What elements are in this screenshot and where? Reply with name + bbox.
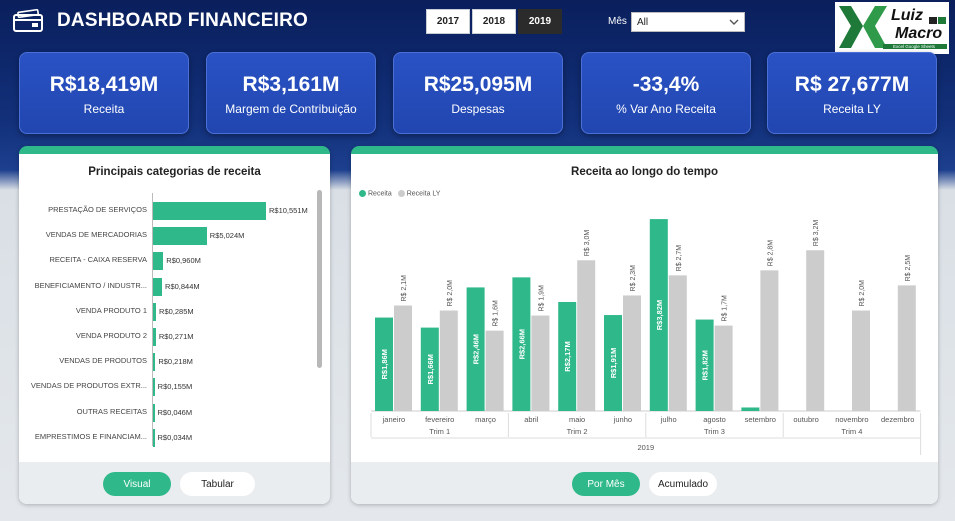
category-label: VENDA PRODUTO 2 (75, 331, 147, 340)
categories-chart-title: Principais categorias de receita (88, 166, 261, 178)
category-bar-row[interactable]: VENDAS DE MERCADORIAS R$5,024M (0, 226, 310, 246)
category-bar-row[interactable]: VENDA PRODUTO 2 R$0,271M (0, 327, 310, 347)
legend-item-receita[interactable]: Receita (359, 190, 392, 197)
category-bar[interactable] (153, 202, 266, 220)
category-label: VENDAS DE MERCADORIAS (45, 230, 147, 240)
category-bar[interactable] (153, 428, 155, 447)
cash-icon (13, 9, 43, 32)
month-select-value: All (637, 16, 649, 28)
brand-name-line2: Macro (895, 25, 943, 42)
header: DASHBOARD FINANCEIRO 2017 2018 2019 Mês … (0, 0, 955, 54)
kpi-card-var-ano: -33,4% % Var Ano Receita (581, 52, 751, 134)
kpi-card-margem: R$3,161M Margem de Contribuição (206, 52, 376, 134)
category-bar-row[interactable]: OUTRAS RECEITAS R$0,046M (0, 403, 310, 423)
page-title: DASHBOARD FINANCEIRO (57, 10, 308, 31)
brand-name-line1: Luiz (891, 7, 923, 24)
revenue-time-chart-title: Receita ao longo do tempo (571, 166, 718, 178)
category-value-label: R$0,960M (166, 256, 201, 266)
category-value-label: R$0,046M (157, 407, 193, 417)
legend-receita-ly-label: Receita LY (406, 190, 441, 198)
category-bar[interactable] (153, 378, 155, 397)
category-value-label: R$0,155M (157, 382, 193, 392)
category-bar[interactable] (153, 227, 207, 246)
kpi-value: R$3,161M (242, 73, 340, 96)
brand-subtitle: Excel Google Sheets (893, 44, 936, 49)
brand-x-icon (839, 6, 947, 49)
category-bar[interactable] (153, 302, 157, 321)
kpi-label: Despesas (451, 102, 505, 116)
category-bar-row[interactable]: VENDAS DE PRODUTOS EXTR... R$0,155M (0, 377, 310, 397)
category-value-label: R$0,218M (158, 357, 193, 367)
kpi-card-despesas: R$25,095M Despesas (393, 52, 563, 134)
category-label: VENDA PRODUTO 1 (75, 305, 147, 315)
kpi-value: R$ 27,677M (794, 73, 910, 96)
kpi-value: R$25,095M (423, 73, 533, 96)
month-select[interactable]: All (631, 12, 745, 32)
category-value-label: R$0,034M (157, 432, 193, 442)
kpi-label: Margem de Contribuição (225, 102, 357, 116)
category-label: EMPRESTIMOS E FINANCIAM... (34, 431, 147, 441)
legend-item-receita-ly[interactable]: Receita LY (397, 190, 441, 198)
revenue-time-panel: Receita ao longo do tempo (351, 146, 938, 504)
category-bar[interactable] (153, 277, 163, 296)
categories-axis-line (152, 193, 153, 446)
tabular-toggle-button[interactable]: Tabular (180, 472, 255, 496)
kpi-label: % Var Ano Receita (616, 102, 716, 116)
category-label: VENDAS DE PRODUTOS EXTR... (30, 381, 147, 391)
category-value-label: R$0,271M (158, 332, 194, 341)
category-bar-row[interactable]: RECEITA - CAIXA RESERVA R$0,960M (0, 251, 310, 271)
categories-panel: Principais categorias de receita (19, 146, 330, 504)
kpi-value: R$18,419M (49, 73, 159, 96)
category-bar[interactable] (153, 403, 155, 422)
category-label: VENDAS DE PRODUTOS (59, 356, 147, 366)
revenue-toggle-area (351, 462, 938, 504)
categories-scrollbar[interactable] (317, 190, 322, 368)
category-label: RECEITA - CAIXA RESERVA (49, 255, 147, 265)
visual-toggle-button[interactable]: Visual (103, 472, 171, 496)
category-bar[interactable] (153, 353, 156, 372)
category-bar[interactable] (153, 328, 156, 346)
categories-toggle-area (19, 462, 330, 504)
kpi-card-receita-ly: R$ 27,677M Receita LY (767, 52, 937, 134)
year-button-2017[interactable]: 2017 (426, 9, 470, 34)
kpi-label: Receita LY (823, 102, 881, 116)
brand-logo: Luiz Macro Excel Google Sheets (835, 2, 949, 54)
acumulado-toggle-button[interactable]: Acumulado (649, 472, 717, 496)
year-button-2019[interactable]: 2019 (518, 9, 562, 34)
kpi-value: -33,4% (632, 73, 700, 96)
legend-receita-label: Receita (368, 190, 392, 198)
kpi-label: Receita (83, 102, 125, 116)
category-label: BENEFICIAMENTO / INDUSTR... (34, 280, 147, 290)
category-value-label: R$10,551M (269, 206, 308, 215)
category-bar-row[interactable]: BENEFICIAMENTO / INDUSTR... R$0,844M (0, 277, 310, 297)
category-bar-row[interactable]: PRESTAÇÃO DE SERVIÇOS R$10,551M (0, 201, 310, 221)
category-bar-row[interactable]: VENDA PRODUTO 1 R$0,285M (0, 302, 310, 322)
category-bar-row[interactable]: EMPRESTIMOS E FINANCIAM... R$0,034M (0, 428, 310, 448)
por-mes-toggle-button[interactable]: Por Mês (572, 472, 640, 496)
month-label: Mês (608, 16, 627, 27)
revenue-legend: Receita Receita LY (359, 190, 440, 197)
category-bar[interactable] (153, 252, 164, 271)
category-value-label: R$0,844M (165, 281, 200, 291)
category-value-label: R$0,285M (159, 306, 194, 316)
chevron-down-icon (729, 19, 739, 25)
year-button-2018[interactable]: 2018 (472, 9, 516, 34)
category-value-label: R$5,024M (209, 231, 245, 241)
category-label: OUTRAS RECEITAS (76, 406, 147, 416)
kpi-card-receita: R$18,419M Receita (19, 52, 189, 134)
category-label: PRESTAÇÃO DE SERVIÇOS (48, 205, 147, 214)
category-bar-row[interactable]: VENDAS DE PRODUTOS R$0,218M (0, 352, 310, 372)
